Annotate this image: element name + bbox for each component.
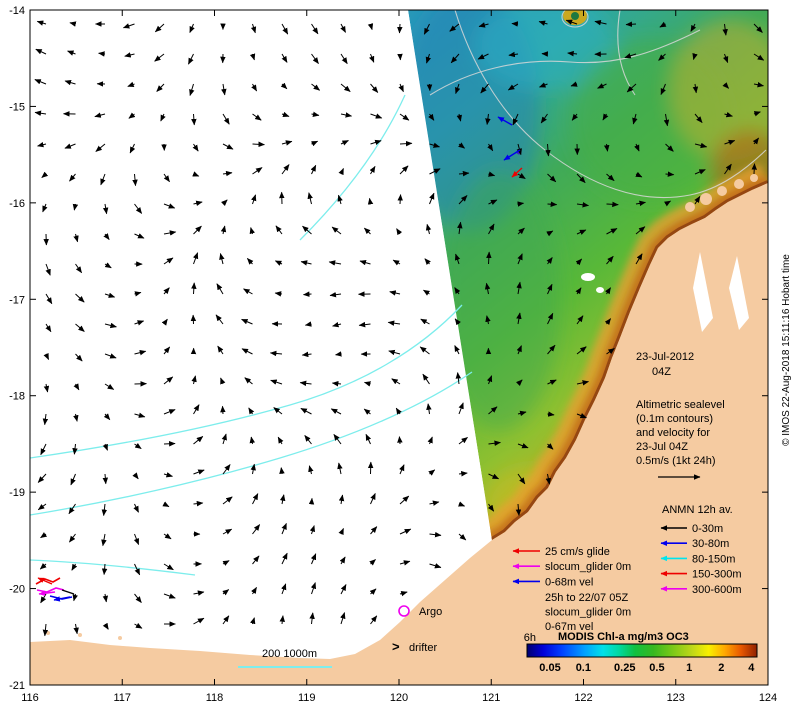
y-tick-label: -21 bbox=[9, 680, 25, 692]
glider-suffix: 6h bbox=[524, 632, 536, 644]
colorbar-tick-label: 0.25 bbox=[614, 662, 635, 674]
x-tick-label: 118 bbox=[206, 692, 224, 704]
altimetric-line: and velocity for bbox=[636, 427, 710, 439]
anmn-item-label: 0-30m bbox=[692, 523, 723, 535]
colorbar-ticks: 0.05 0.1 0.25 0.5 1 2 4 bbox=[539, 662, 755, 674]
y-tick-label: -14 bbox=[9, 5, 25, 17]
anmn-item-label: 150-300m bbox=[692, 569, 742, 581]
anmn-title: ANMN 12h av. bbox=[662, 504, 733, 516]
glider-item-label: 25 cm/s glide bbox=[545, 546, 610, 558]
velocity-vectors bbox=[34, 19, 765, 637]
instrument-tracks bbox=[35, 116, 523, 602]
axis-ticks: 116 117 118 119 120 121 122 123 124-14-15-16-17-… bbox=[9, 5, 777, 704]
colorbar-tick-label: 2 bbox=[718, 662, 724, 674]
altimetric-line: 0.5m/s (1kt 24h) bbox=[636, 455, 715, 467]
colorbar-tick-label: 0.1 bbox=[576, 662, 591, 674]
argo-float-marker bbox=[398, 605, 410, 617]
bathymetry-scale-label: 200 1000m bbox=[262, 648, 317, 660]
coastal-inlets bbox=[693, 252, 749, 332]
drifter-label: drifter bbox=[409, 642, 437, 654]
altimetric-line: 23-Jul 04Z bbox=[636, 441, 688, 453]
y-tick-label: -18 bbox=[9, 391, 25, 403]
anmn-legend: 0-30m 30-80m 80-150m 150-300m 300-600m bbox=[660, 523, 742, 596]
copyright-text: © IMOS 22-Aug-2018 15:11:16 Hobart time bbox=[781, 254, 792, 446]
colorbar-tick-label: 0.5 bbox=[649, 662, 664, 674]
y-tick-label: -19 bbox=[9, 487, 25, 499]
x-tick-label: 124 bbox=[759, 692, 777, 704]
colorbar-title: MODIS Chl-a mg/m3 OC3 bbox=[558, 631, 689, 643]
anmn-item-label: 30-80m bbox=[692, 538, 729, 550]
y-tick-label: -20 bbox=[9, 584, 25, 596]
land-mass bbox=[30, 174, 768, 685]
altimetric-text-block: Altimetric sealevel (0.1m contours) and ve… bbox=[636, 399, 725, 480]
x-tick-label: 123 bbox=[667, 692, 685, 704]
argo-label: Argo bbox=[419, 606, 442, 618]
x-tick-label: 121 bbox=[482, 692, 500, 704]
annotations: 23-Jul-2012 04Z Altimetric sealevel (0.1m… bbox=[238, 351, 742, 668]
y-tick-label: -17 bbox=[9, 294, 25, 306]
glider-text-line: 25h to 22/07 05Z bbox=[545, 592, 628, 604]
anmn-item-label: 300-600m bbox=[692, 584, 742, 596]
drifter-marker: > bbox=[392, 639, 400, 654]
colorbar-tick-label: 0.05 bbox=[539, 662, 560, 674]
anmn-item-label: 80-150m bbox=[692, 553, 735, 565]
y-tick-label: -15 bbox=[9, 101, 25, 113]
date-label: 23-Jul-2012 bbox=[636, 351, 694, 363]
x-tick-label: 119 bbox=[298, 692, 316, 704]
colorbar-tick-label: 4 bbox=[748, 662, 755, 674]
cloud-gap bbox=[581, 273, 595, 281]
colorbar-tick-label: 1 bbox=[686, 662, 692, 674]
x-tick-label: 117 bbox=[113, 692, 131, 704]
offshore-islands bbox=[46, 174, 758, 640]
glider-text-line: 0-67m vel bbox=[545, 621, 593, 633]
glider-legend: 25 cm/s glide slocum_glider 0m 0-68m vel 25… bbox=[512, 546, 631, 633]
glider-item-label: 0-68m vel bbox=[545, 576, 593, 588]
x-tick-label: 122 bbox=[574, 692, 592, 704]
time-label: 04Z bbox=[652, 366, 671, 378]
glider-item-label: slocum_glider 0m bbox=[545, 561, 631, 573]
x-tick-label: 120 bbox=[390, 692, 408, 704]
x-tick-label: 116 bbox=[21, 692, 39, 704]
sealevel-contours bbox=[30, 94, 473, 576]
cloud-gap bbox=[596, 287, 604, 293]
altimetric-line: (0.1m contours) bbox=[636, 413, 713, 425]
altimetric-line: Altimetric sealevel bbox=[636, 399, 725, 411]
colorbar: MODIS Chl-a mg/m3 OC3 0.05 0.1 0.25 0.5 1 2 4 bbox=[526, 631, 758, 674]
colorbar-gradient bbox=[526, 643, 758, 658]
glider-text-line: slocum_glider 0m bbox=[545, 607, 631, 619]
y-tick-label: -16 bbox=[9, 198, 25, 210]
